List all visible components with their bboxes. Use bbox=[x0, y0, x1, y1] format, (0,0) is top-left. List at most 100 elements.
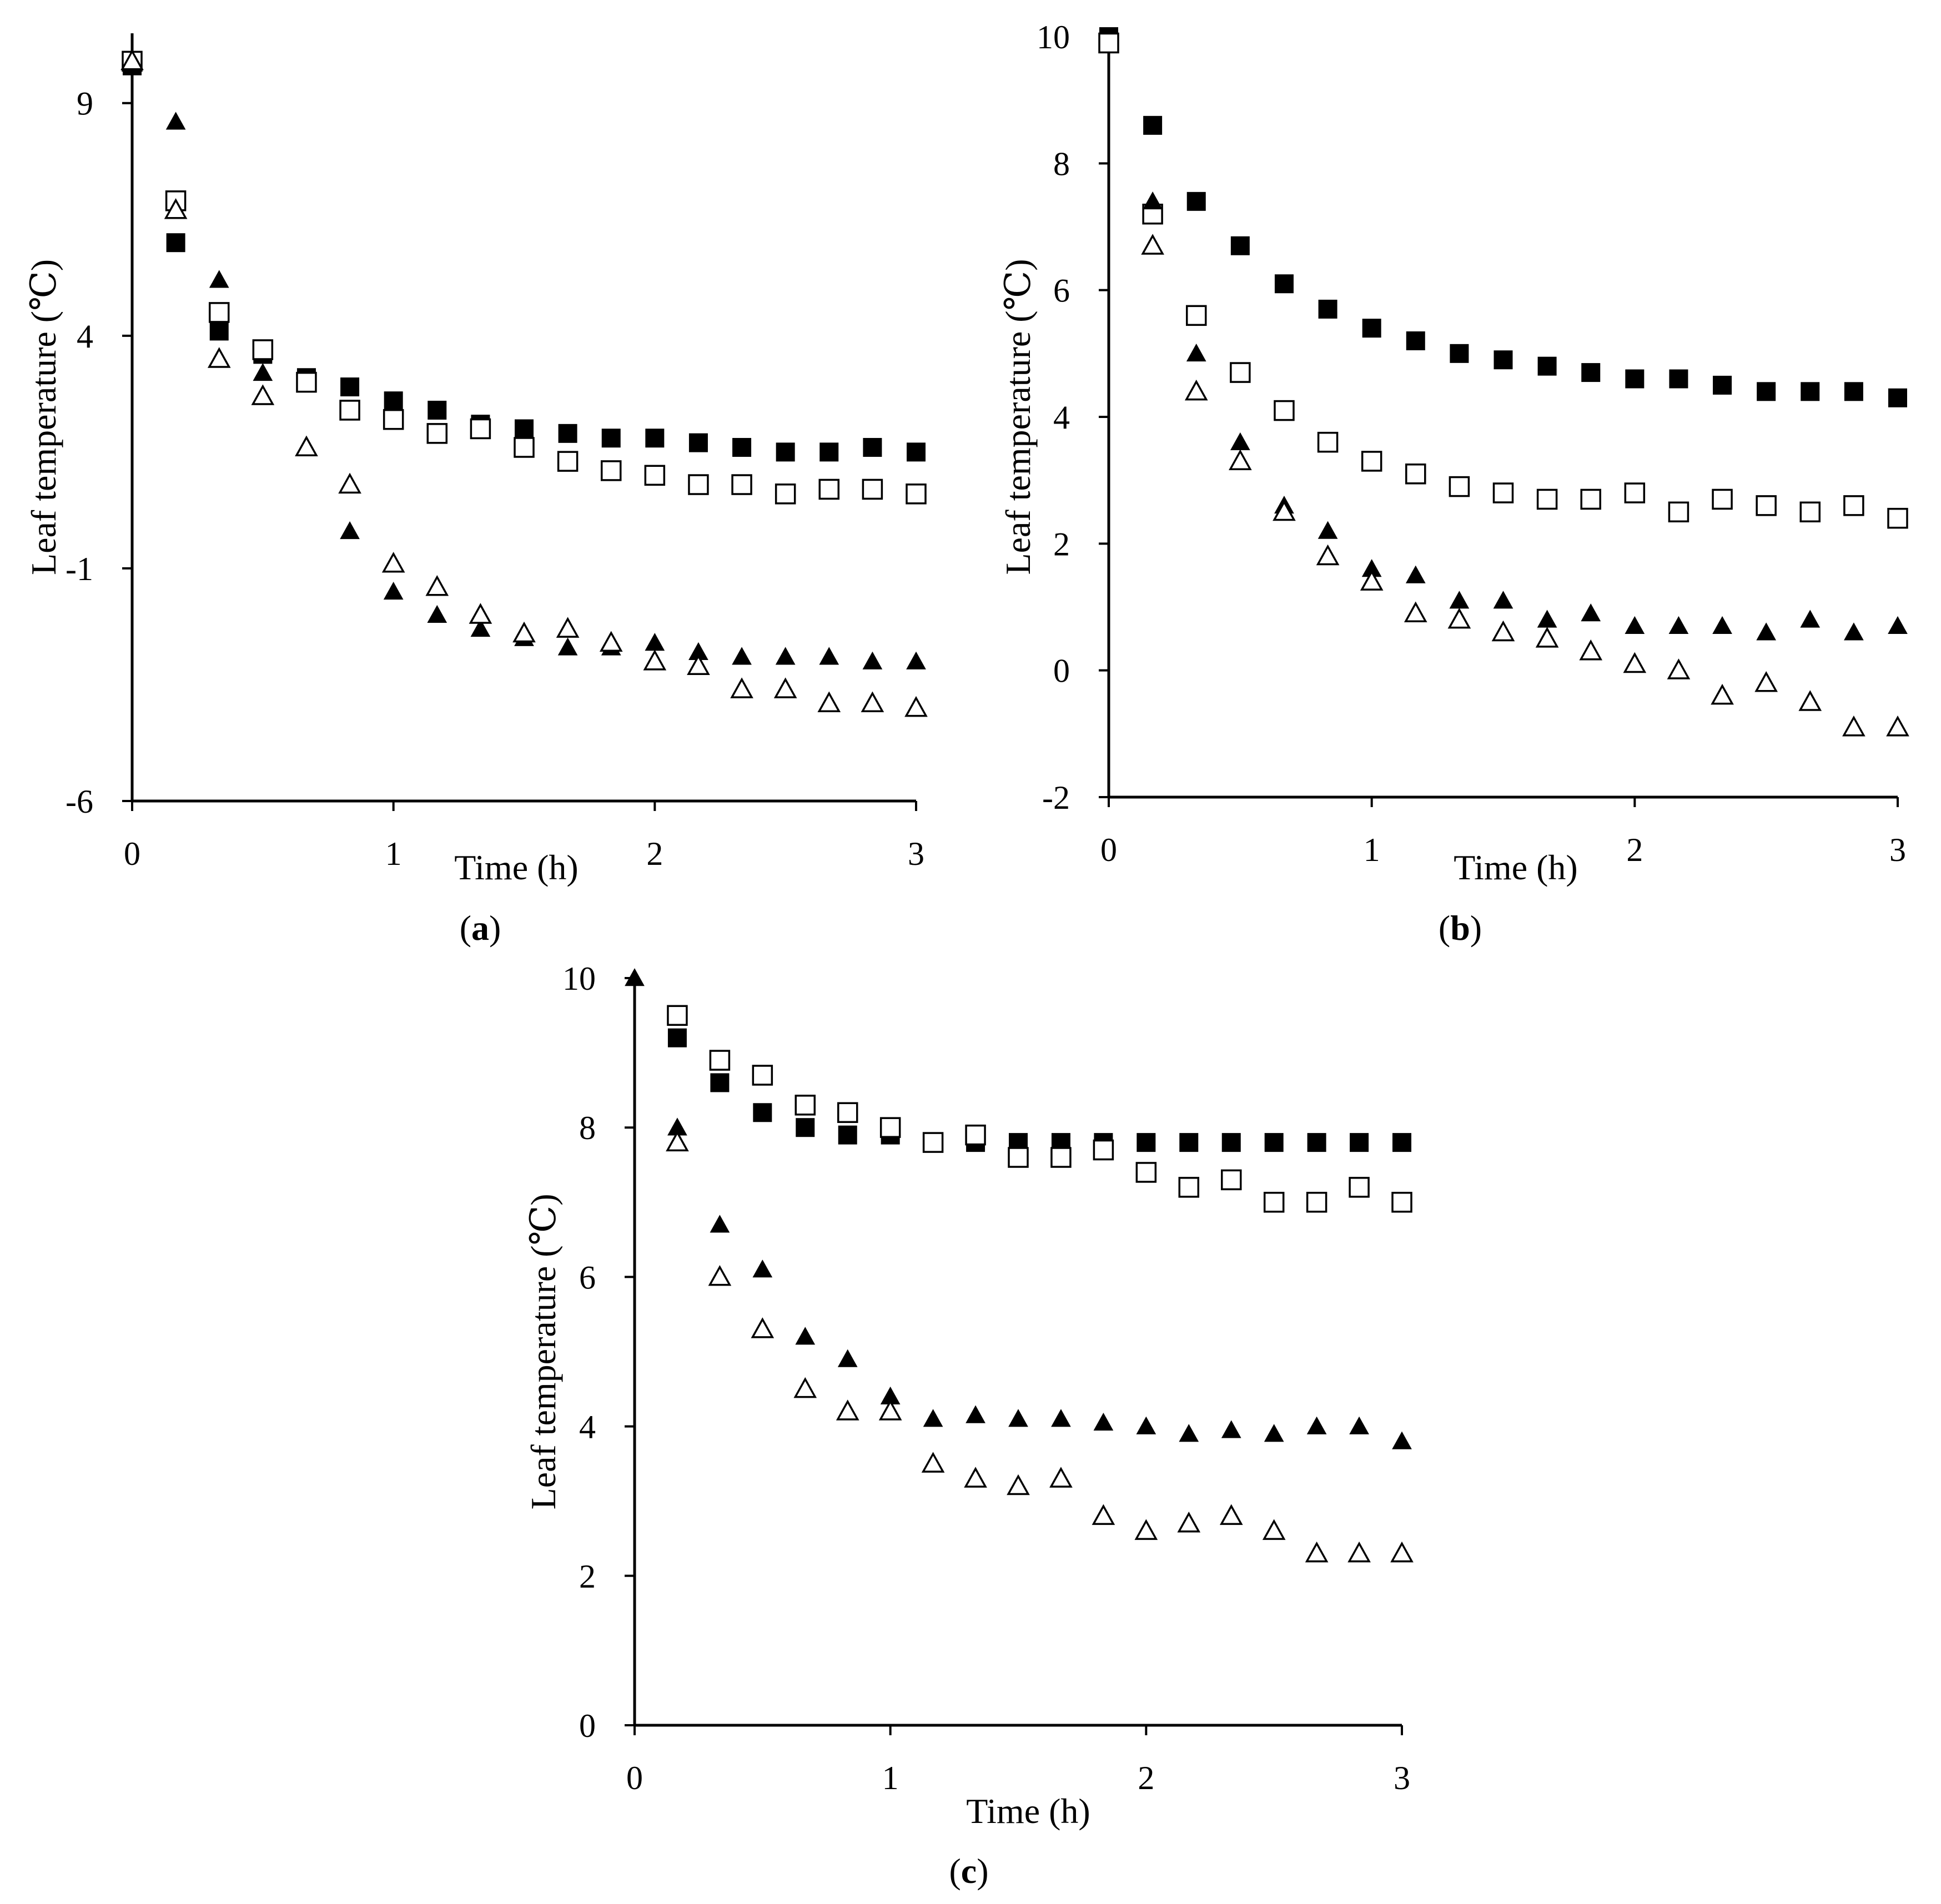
data-point-open-square bbox=[1536, 488, 1558, 510]
panel-label-close: ) bbox=[977, 1851, 988, 1891]
data-point-open-triangle bbox=[1360, 570, 1384, 591]
data-point-open-triangle bbox=[1316, 544, 1340, 566]
data-point-filled-triangle bbox=[710, 1215, 730, 1233]
series-open-triangle bbox=[1141, 234, 1909, 737]
data-point-open-square bbox=[818, 478, 840, 500]
data-point-open-triangle bbox=[599, 631, 623, 652]
x-tick-label: 3 bbox=[1889, 832, 1906, 868]
data-point-filled-triangle bbox=[775, 647, 796, 665]
x-tick-label: 1 bbox=[385, 835, 402, 872]
data-point-open-square bbox=[426, 423, 448, 444]
x-tick-label: 2 bbox=[646, 835, 663, 872]
data-point-filled-triangle bbox=[688, 642, 708, 661]
data-point-filled-square bbox=[209, 321, 229, 341]
data-point-filled-triangle bbox=[1136, 1416, 1156, 1434]
data-point-open-triangle bbox=[251, 384, 275, 405]
data-point-filled-square bbox=[710, 1073, 730, 1092]
panel-label-close: ) bbox=[489, 908, 501, 948]
data-point-filled-square bbox=[1143, 115, 1163, 135]
data-point-open-triangle bbox=[1049, 1467, 1073, 1488]
x-tick-label: 1 bbox=[1364, 832, 1380, 868]
data-point-filled-triangle bbox=[795, 1327, 816, 1345]
data-point-open-triangle bbox=[773, 677, 797, 698]
data-point-open-square bbox=[208, 302, 230, 323]
data-point-filled-square bbox=[776, 442, 795, 462]
data-point-filled-triangle bbox=[209, 270, 229, 288]
y-tick-label: 8 bbox=[579, 1110, 596, 1146]
data-point-open-square bbox=[709, 1050, 731, 1071]
data-point-filled-square bbox=[1221, 1133, 1241, 1152]
data-point-filled-triangle bbox=[470, 619, 491, 637]
data-point-open-square bbox=[1098, 32, 1119, 54]
data-point-open-square bbox=[1263, 1192, 1285, 1213]
y-tick-label: 6 bbox=[1053, 273, 1070, 309]
data-point-filled-triangle bbox=[752, 1260, 773, 1278]
data-point-open-triangle bbox=[878, 1399, 902, 1421]
data-point-open-square bbox=[1178, 1177, 1200, 1198]
data-point-open-triangle bbox=[793, 1377, 817, 1398]
data-point-filled-square bbox=[515, 419, 534, 439]
data-point-filled-triangle bbox=[906, 651, 926, 669]
data-point-filled-square bbox=[1264, 1133, 1284, 1152]
data-point-open-square bbox=[1712, 488, 1733, 510]
data-point-filled-triangle bbox=[1179, 1424, 1199, 1442]
data-point-open-triangle bbox=[1262, 1519, 1286, 1540]
x-tick-label: 2 bbox=[1626, 832, 1643, 868]
chart-panel-c: 0 1 2 3 0 2 4 6 8 10 Time (h) Leaf temperature (℃) (… bbox=[524, 960, 1414, 1891]
x-axis-title: Time (h) bbox=[1454, 848, 1577, 887]
data-point-open-triangle bbox=[1623, 652, 1647, 673]
data-point-filled-square bbox=[863, 437, 882, 457]
data-point-open-square bbox=[557, 451, 579, 472]
data-point-open-square bbox=[775, 483, 796, 505]
series-open-triangle bbox=[666, 1130, 1414, 1563]
data-point-open-square bbox=[906, 483, 927, 505]
data-point-open-square bbox=[667, 1005, 688, 1026]
data-point-filled-square bbox=[1713, 375, 1732, 395]
data-point-filled-triangle bbox=[1349, 1416, 1369, 1434]
data-point-open-square bbox=[470, 418, 491, 440]
data-point-filled-square bbox=[1625, 369, 1645, 389]
data-point-open-square bbox=[600, 460, 622, 481]
x-tick-label: 1 bbox=[882, 1760, 899, 1796]
data-point-open-square bbox=[1391, 1192, 1412, 1213]
data-point-open-triangle bbox=[643, 649, 667, 671]
data-point-open-triangle bbox=[861, 691, 884, 713]
data-point-open-triangle bbox=[1177, 1512, 1201, 1533]
data-point-open-triangle bbox=[207, 347, 231, 368]
data-point-filled-square bbox=[1392, 1133, 1411, 1152]
data-point-open-square bbox=[1668, 501, 1689, 522]
series-open-square bbox=[667, 1005, 1412, 1213]
x-tick-label: 0 bbox=[1100, 832, 1117, 868]
data-point-filled-square bbox=[1406, 331, 1425, 350]
y-tick-label: 0 bbox=[1053, 653, 1070, 689]
series-filled-triangle bbox=[625, 968, 1412, 1449]
data-point-open-triangle bbox=[1134, 1519, 1158, 1540]
data-point-open-triangle bbox=[1229, 449, 1252, 470]
data-point-open-triangle bbox=[556, 617, 580, 638]
data-point-filled-triangle bbox=[383, 581, 404, 600]
data-point-open-triangle bbox=[921, 1452, 945, 1473]
data-point-filled-triangle bbox=[1264, 1424, 1284, 1442]
panel-label-letter: b bbox=[1450, 908, 1470, 948]
y-tick-label: 2 bbox=[1053, 526, 1070, 562]
series-filled-square bbox=[667, 1028, 1411, 1152]
data-point-filled-square bbox=[1581, 363, 1601, 382]
panel-label-open: ( bbox=[1439, 908, 1450, 948]
data-point-open-square bbox=[1230, 362, 1251, 383]
data-point-filled-triangle bbox=[1392, 1431, 1412, 1449]
panel-label-open: ( bbox=[949, 1851, 961, 1891]
data-point-filled-square bbox=[753, 1103, 772, 1122]
data-point-open-triangle bbox=[666, 1130, 689, 1152]
data-point-filled-triangle bbox=[880, 1386, 901, 1405]
data-point-open-triangle bbox=[1798, 690, 1822, 711]
data-point-open-square bbox=[837, 1102, 858, 1124]
data-point-filled-square bbox=[732, 437, 752, 457]
data-point-open-triangle bbox=[1092, 1504, 1115, 1525]
data-point-open-square bbox=[879, 1117, 901, 1138]
data-point-open-square bbox=[1405, 464, 1426, 485]
data-point-filled-triangle bbox=[1844, 622, 1864, 641]
data-point-open-square bbox=[1492, 482, 1514, 503]
data-point-open-triangle bbox=[1667, 658, 1691, 679]
data-point-filled-triangle bbox=[966, 1405, 985, 1423]
data-point-open-triangle bbox=[1842, 715, 1865, 737]
